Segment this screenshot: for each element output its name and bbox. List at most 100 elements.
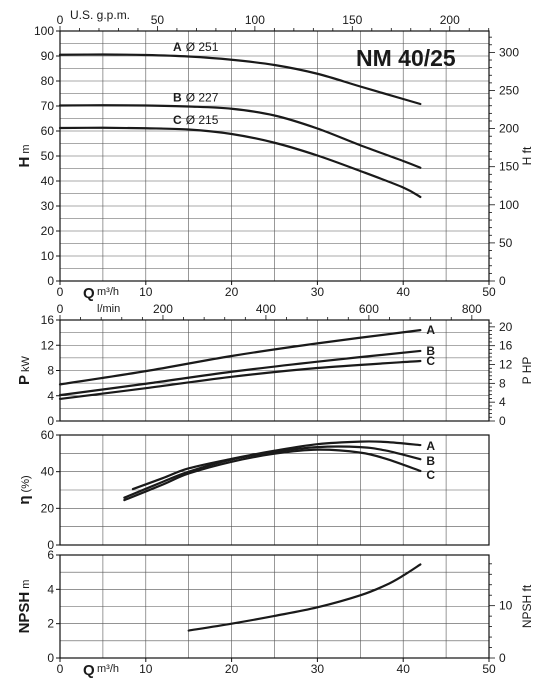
power-right-tick-label: 4 — [499, 395, 506, 409]
model-label: NM 40/25 — [356, 45, 456, 71]
npsh-xlabel-unit: m³/h — [97, 663, 119, 675]
power-ytick-label: 8 — [47, 364, 54, 378]
head-ytick-label: 50 — [41, 149, 55, 163]
power-ylabel: PkW — [16, 355, 33, 385]
efficiency-curve-letter-b: B — [426, 454, 435, 468]
efficiency-curve-c — [123, 448, 422, 502]
npsh-right-axis-label: NPSH ft — [520, 584, 534, 628]
head-xtick-label: 0 — [57, 285, 64, 299]
power-curve-letter-c: C — [426, 354, 435, 368]
power-ytick-label: 16 — [41, 313, 55, 327]
power-curve-b — [58, 349, 422, 397]
head-right-tick-label: 200 — [499, 122, 519, 136]
head-ytick-label: 40 — [41, 174, 55, 188]
efficiency-frame — [59, 434, 490, 546]
power-top-tick-label: 800 — [462, 302, 482, 316]
top-axis-label: U.S. g.p.m. — [70, 8, 130, 22]
power-panel: 0 4 8 12 16 PkW 0 200 400 600 800 l/min 0 4 8 12 16 20 P H… — [16, 302, 534, 428]
power-right-tick-label: 0 — [499, 414, 506, 428]
power-top-tick-label: 400 — [256, 302, 276, 316]
npsh-series — [187, 563, 422, 632]
npsh-ytick-label: 4 — [47, 582, 54, 596]
npsh-xtick-label: 20 — [225, 662, 239, 676]
head-ytick-label: 100 — [34, 24, 54, 38]
npsh-ytick-label: 0 — [47, 651, 54, 665]
head-series: A Ø 251 B Ø 227 C Ø 215 — [58, 40, 422, 199]
head-top-tick-label: 0 — [57, 13, 64, 27]
power-top-axis-label: l/min — [97, 303, 120, 315]
head-curve-diameter-c: Ø 215 — [186, 113, 219, 127]
head-top-tick-label: 200 — [440, 13, 460, 27]
efficiency-ytick-label: 40 — [41, 465, 55, 479]
npsh-panel: 0 2 4 6 NPSHm 0 10 20 30 40 50 Q m³/h 0 10 NPSH ft — [16, 548, 534, 679]
head-xtick-label: 10 — [139, 285, 153, 299]
head-xtick-label: 20 — [225, 285, 239, 299]
head-ylabel: Hm — [16, 144, 33, 167]
head-right-tick-label: 100 — [499, 198, 519, 212]
head-ytick-label: 10 — [41, 249, 55, 263]
head-ytick-label: 80 — [41, 74, 55, 88]
power-curve-letter-b: B — [426, 344, 435, 358]
power-curve-c — [58, 359, 422, 401]
head-right-tick-label: 250 — [499, 83, 519, 97]
power-right-axis-label: P HP — [520, 357, 534, 385]
power-series: ABC — [58, 323, 435, 401]
npsh-xtick-label: 50 — [482, 662, 496, 676]
efficiency-series: ABC — [123, 439, 435, 502]
head-curve-b — [58, 104, 422, 169]
npsh-right-tick-label: 10 — [499, 599, 513, 613]
power-right-tick-label: 8 — [499, 376, 506, 390]
npsh-xtick-label: 40 — [397, 662, 411, 676]
head-ytick-label: 0 — [47, 274, 54, 288]
head-curve-c — [58, 126, 422, 199]
npsh-ylabel: NPSHm — [16, 580, 33, 634]
head-right-axis-label: H ft — [520, 146, 534, 165]
power-curve-a — [58, 329, 422, 386]
efficiency-curve-letter-c: C — [426, 468, 435, 482]
head-right-tick-label: 300 — [499, 45, 519, 59]
npsh-ytick-label: 2 — [47, 617, 54, 631]
efficiency-ytick-label: 60 — [41, 428, 55, 442]
npsh-xlabel: Q — [83, 662, 95, 679]
head-xlabel-unit: m³/h — [97, 286, 119, 298]
efficiency-ylabel: η(%) — [16, 475, 33, 504]
head-ytick-label: 20 — [41, 224, 55, 238]
head-curve-diameter-b: Ø 227 — [186, 91, 219, 105]
head-xlabel: Q — [83, 285, 95, 302]
power-top-tick-label: 0 — [57, 302, 64, 316]
power-right-tick-label: 16 — [499, 339, 513, 353]
power-ytick-label: 12 — [41, 338, 55, 352]
power-right-tick-label: 20 — [499, 320, 513, 334]
head-curve-letter-c: C — [173, 113, 182, 127]
efficiency-curve-letter-a: A — [426, 439, 435, 453]
power-top-tick-label: 600 — [359, 302, 379, 316]
head-top-tick-label: 50 — [151, 13, 165, 27]
head-top-tick-label: 150 — [342, 13, 362, 27]
head-panel: 0 10 20 30 40 50 60 70 80 90 100 Hm 0 10 20 30 40 50 Q m³/h… — [16, 8, 534, 302]
power-curve-letter-a: A — [426, 323, 435, 337]
head-top-tick-label: 100 — [245, 13, 265, 27]
head-xtick-label: 50 — [482, 285, 496, 299]
head-ytick-label: 30 — [41, 199, 55, 213]
npsh-xtick-label: 10 — [139, 662, 153, 676]
power-right-tick-label: 12 — [499, 358, 513, 372]
efficiency-curve-b — [123, 445, 422, 499]
head-right-tick-label: 50 — [499, 236, 513, 250]
head-right-tick-label: 0 — [499, 274, 506, 288]
efficiency-ytick-label: 20 — [41, 501, 55, 515]
power-ytick-label: 4 — [47, 389, 54, 403]
npsh-ytick-label: 6 — [47, 548, 54, 562]
head-ytick-label: 90 — [41, 49, 55, 63]
npsh-xtick-label: 30 — [311, 662, 325, 676]
npsh-curve-npsh — [187, 563, 422, 632]
head-curve-a — [58, 53, 422, 106]
head-curve-diameter-a: Ø 251 — [186, 40, 219, 54]
head-right-tick-label: 150 — [499, 160, 519, 174]
head-xtick-label: 30 — [311, 285, 325, 299]
efficiency-panel: 0 20 40 60 η(%) ABC — [16, 428, 490, 552]
efficiency-ytick-label: 0 — [47, 538, 54, 552]
npsh-frame — [59, 554, 490, 659]
power-ytick-label: 0 — [47, 414, 54, 428]
head-curve-letter-a: A — [173, 40, 182, 54]
